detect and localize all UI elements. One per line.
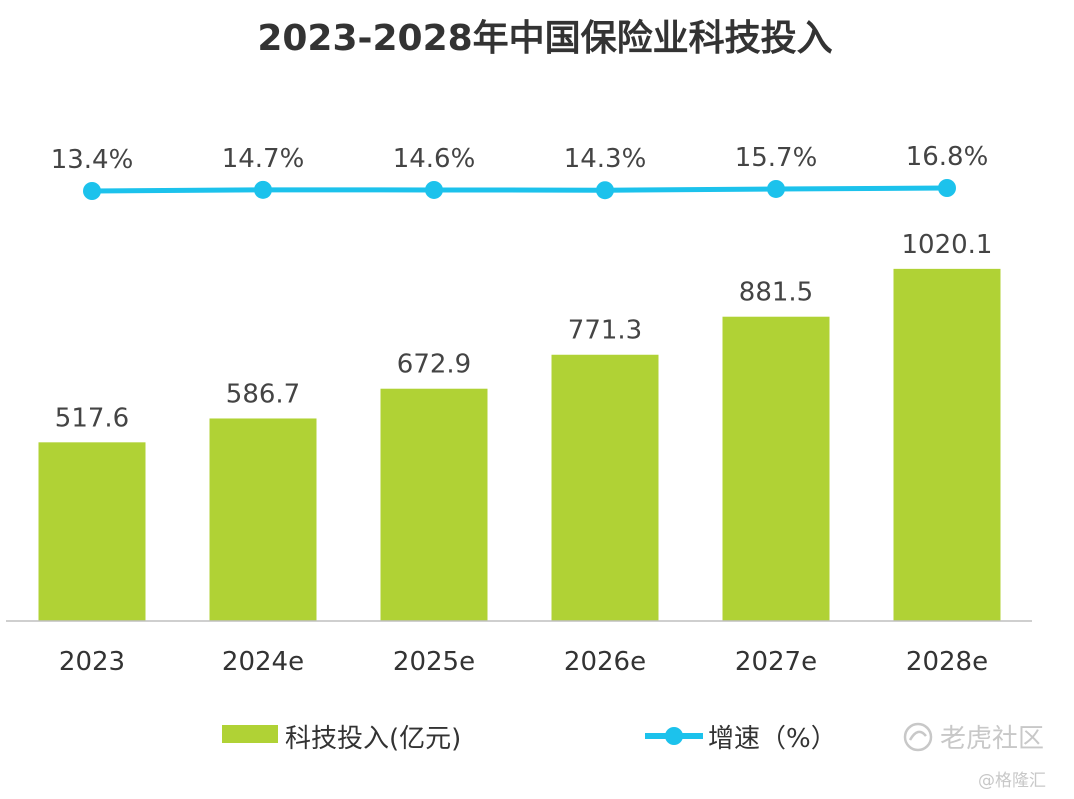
x-tick-label: 2023	[59, 647, 125, 677]
bar-2026e	[551, 354, 659, 621]
bar-value-label: 586.7	[226, 379, 300, 409]
x-tick-label: 2024e	[222, 647, 304, 677]
growth-point-2025e	[425, 180, 443, 199]
watermark-sub-text: @格隆汇	[978, 771, 1046, 791]
x-tick-label: 2028e	[906, 647, 988, 677]
growth-line-series	[83, 179, 956, 200]
x-tick-label: 2027e	[735, 647, 817, 677]
x-axis-tick-labels: 2023 2024e 2025e 2026e 2027e 2028e	[59, 647, 988, 677]
watermark-logo-text: 老虎社区	[940, 724, 1044, 754]
growth-point-2027e	[767, 179, 785, 198]
bar-value-label: 771.3	[568, 316, 642, 346]
watermark-logo-icon	[903, 722, 933, 752]
chart-title: 2023-2028年中国保险业科技投入	[257, 18, 832, 59]
legend-line-label: 增速（%）	[708, 724, 837, 754]
growth-point-2024e	[254, 180, 272, 199]
growth-point-2026e	[596, 181, 614, 200]
bar-2023	[38, 442, 146, 621]
watermark-logo-swirl	[908, 730, 927, 741]
x-tick-label: 2026e	[564, 647, 646, 677]
bar-value-label: 1020.1	[902, 230, 993, 260]
x-tick-label: 2025e	[393, 647, 475, 677]
bar-2024e	[209, 418, 317, 621]
growth-point-2028e	[938, 179, 956, 197]
legend: 科技投入(亿元) 增速（%）	[222, 724, 837, 754]
legend-line-marker	[665, 727, 683, 745]
growth-value-label: 15.7%	[735, 143, 818, 173]
growth-value-label: 16.8%	[906, 142, 989, 172]
legend-bar-swatch	[222, 725, 278, 743]
bar-value-label: 672.9	[397, 350, 471, 380]
bar-value-label: 517.6	[55, 403, 129, 433]
growth-value-label: 14.6%	[393, 144, 476, 174]
bar-value-label: 881.5	[739, 278, 813, 308]
growth-value-label: 14.7%	[222, 144, 305, 174]
watermark: 老虎社区 @格隆汇	[903, 722, 1046, 791]
bar-2027e	[722, 316, 830, 621]
legend-bar-label: 科技投入(亿元)	[285, 724, 461, 754]
bar-series	[38, 268, 1001, 621]
growth-value-label: 13.4%	[51, 145, 134, 175]
bar-2028e	[893, 268, 1001, 621]
bar-2025e	[380, 388, 488, 621]
growth-point-2023	[83, 182, 101, 200]
bar-value-labels: 517.6 586.7 672.9 771.3 881.5 1020.1	[55, 230, 993, 433]
growth-value-labels: 13.4% 14.7% 14.6% 14.3% 15.7% 16.8%	[51, 142, 989, 175]
growth-value-label: 14.3%	[564, 144, 647, 174]
growth-line	[91, 185, 948, 194]
